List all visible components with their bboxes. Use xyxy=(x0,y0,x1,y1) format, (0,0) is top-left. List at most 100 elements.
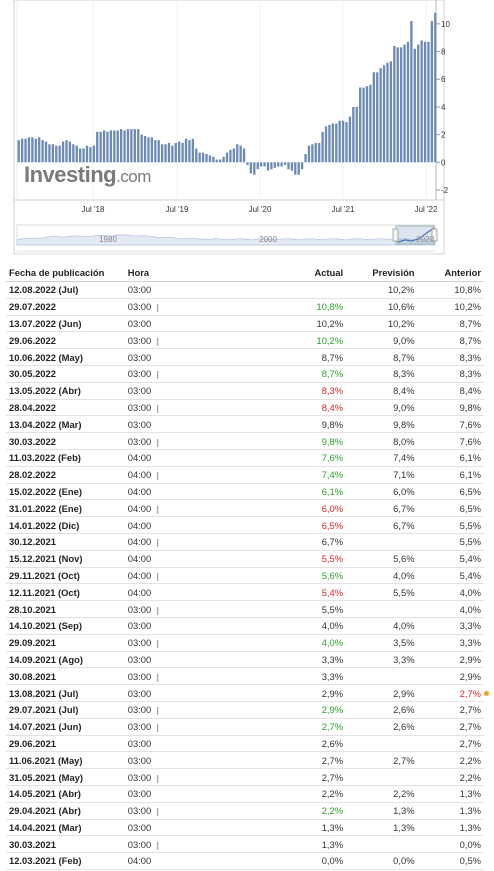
date-cell: 31.01.2022 (Ene) xyxy=(6,499,125,518)
date-cell: 29.06.2022 xyxy=(6,331,125,350)
actual-cell-text: 5,6% xyxy=(321,569,344,581)
time-cell-text: 03:00 xyxy=(127,838,152,850)
bar xyxy=(352,106,355,163)
bar xyxy=(24,138,27,163)
forecast-cell-text: 5,5% xyxy=(393,586,415,598)
date-cell-text: 28.04.2022 xyxy=(9,401,56,413)
forecast-cell: 2,6% xyxy=(346,718,418,736)
bar xyxy=(225,152,229,163)
time-cell: 03:00 xyxy=(124,281,262,299)
date-cell: 13.08.2021 (Jul) xyxy=(6,684,125,702)
actual-cell-text: 2,2% xyxy=(321,788,344,800)
actual-cell: 6,1% xyxy=(261,483,347,501)
date-cell: 29.04.2021 (Abr) xyxy=(6,802,125,820)
actual-cell: 3,3% xyxy=(261,667,347,686)
y-tick-label: 0 xyxy=(441,158,446,167)
bar xyxy=(280,162,283,167)
date-cell-text: 12.03.2021 (Feb) xyxy=(9,855,82,867)
actual-cell: 5,5% xyxy=(261,550,347,568)
forecast-cell xyxy=(346,600,418,618)
date-cell: 13.05.2022 (Abr) xyxy=(6,382,125,400)
date-cell-text: 30.03.2021 xyxy=(9,838,56,850)
forecast-cell-text: 6,7% xyxy=(393,502,415,514)
navigator-tick-label: 2000 xyxy=(259,235,277,244)
bar xyxy=(389,61,393,163)
bar xyxy=(263,162,266,167)
previous-cell-text: 5,5% xyxy=(459,519,481,531)
previous-cell-text: 1,3% xyxy=(459,788,481,800)
previous-cell: 8,3% xyxy=(417,365,484,383)
bar xyxy=(434,12,437,163)
bar xyxy=(372,72,375,163)
actual-cell: 7,4% xyxy=(261,466,347,484)
bar xyxy=(348,116,352,163)
bar xyxy=(369,84,372,163)
bar xyxy=(236,144,239,163)
bar xyxy=(82,148,85,163)
actual-cell-text: 2,2% xyxy=(321,805,344,817)
time-cell-text: 04:00 xyxy=(127,855,152,867)
bar xyxy=(314,142,317,163)
bar xyxy=(38,137,41,163)
date-cell: 30.05.2022 xyxy=(6,365,125,383)
previous-cell: 8,3% xyxy=(417,348,484,366)
bar xyxy=(188,140,191,163)
bar-chart: 10 8 6 4 2 0 -2 Jul '18 Jul '19 Jul '20 Jul '21 Jul… xyxy=(13,0,450,255)
bar xyxy=(157,140,160,163)
date-cell-text: 13.07.2022 (Jun) xyxy=(9,317,82,329)
previous-cell: 2,7% xyxy=(417,701,484,719)
bar xyxy=(229,149,232,163)
bar xyxy=(174,142,177,163)
time-cell: 04:00 xyxy=(124,449,262,467)
previous-cell: 3,3% xyxy=(417,634,484,652)
actual-cell: 8,4% xyxy=(261,399,347,417)
bar xyxy=(106,131,109,163)
time-cell-text: 03:00 xyxy=(127,637,152,649)
time-cell-text: 03:00 xyxy=(127,401,152,413)
time-cell-text: 03:00 xyxy=(127,771,152,783)
time-cell-text: 04:00 xyxy=(127,452,152,464)
actual-cell: 5,5% xyxy=(261,600,347,618)
forecast-cell: 3,5% xyxy=(346,634,418,652)
time-cell: 04:00 xyxy=(124,852,262,870)
actual-cell: 5,6% xyxy=(261,567,347,585)
actual-cell-text: 7,6% xyxy=(321,452,344,464)
table-row: 29.06.2022 03:00 ❙ 10,2% 9,0% 8,7% xyxy=(6,331,484,350)
history-table: Fecha de publicación Hora Actual Previsi… xyxy=(6,263,484,870)
time-cell-text: 03:00 xyxy=(127,821,152,833)
actual-cell-text: 4,0% xyxy=(321,620,344,632)
previous-cell: 4,0% xyxy=(417,600,484,618)
bar xyxy=(307,145,311,163)
forecast-cell-text: 4,0% xyxy=(393,569,415,581)
bar xyxy=(277,162,280,167)
previous-cell: 1,3% xyxy=(417,785,484,803)
bar xyxy=(403,44,406,163)
actual-cell: 7,6% xyxy=(261,449,347,467)
date-cell-text: 12.08.2022 (Jul) xyxy=(9,284,79,296)
forecast-cell: 2,2% xyxy=(346,785,418,803)
actual-cell: 6,5% xyxy=(261,516,347,534)
table-row: 30.08.2021 03:00 ❙ 3,3% 2,9% xyxy=(6,667,484,686)
actual-cell: 2,2% xyxy=(261,785,347,803)
date-cell-text: 15.02.2022 (Ene) xyxy=(9,485,82,497)
bar xyxy=(102,130,106,163)
previous-cell-text: 6,5% xyxy=(459,502,481,514)
date-cell-text: 14.09.2021 (Ago) xyxy=(9,653,83,665)
forecast-cell-text: 2,9% xyxy=(393,687,415,699)
previous-cell-text: 2,7% xyxy=(459,687,481,699)
forecast-cell: 4,0% xyxy=(346,567,418,585)
date-cell: 14.07.2021 (Jun) xyxy=(6,718,125,736)
actual-cell: 9,8% xyxy=(261,432,347,450)
table-row: 10.06.2022 (May) 03:00 8,7% 8,7% 8,3% xyxy=(6,348,484,366)
actual-cell-text: 5,4% xyxy=(321,586,344,598)
previous-cell: 6,5% xyxy=(417,483,484,501)
actual-cell-text: 3,3% xyxy=(321,653,344,665)
previous-cell-text: 2,7% xyxy=(459,721,481,733)
bar xyxy=(109,130,113,163)
y-tick-label: 10 xyxy=(441,20,450,29)
date-cell: 12.11.2021 (Oct) xyxy=(6,583,125,602)
date-cell-text: 13.08.2021 (Jul) xyxy=(9,687,79,699)
actual-cell: 6,7% xyxy=(261,533,347,551)
x-tick-label: Jul '19 xyxy=(166,205,189,214)
bar xyxy=(427,41,430,163)
